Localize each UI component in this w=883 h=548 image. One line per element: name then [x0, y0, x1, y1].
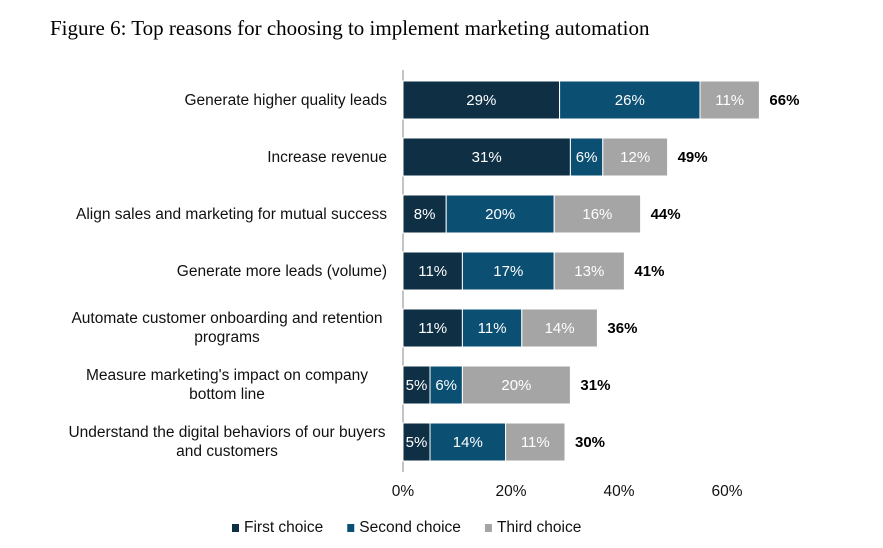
value-label: 16% [582, 206, 612, 223]
value-label: 17% [493, 263, 523, 280]
category-label-box: Align sales and marketing for mutual suc… [47, 189, 387, 239]
chart-title: Figure 6: Top reasons for choosing to im… [50, 16, 650, 40]
category-label-box: Increase revenue [47, 132, 387, 182]
value-label: 11% [418, 320, 447, 337]
bar-segment [569, 137, 604, 177]
bar-segment [602, 137, 669, 177]
value-label: 6% [435, 377, 457, 394]
legend-swatch [484, 524, 492, 532]
category-label: Align sales and marketing for mutual suc… [75, 205, 387, 223]
bar-segment [461, 251, 555, 291]
value-label: 14% [545, 320, 575, 337]
value-label: 20% [485, 206, 515, 223]
bar-segment [553, 251, 625, 291]
category-label-box: Generate higher quality leads [47, 75, 388, 125]
bar-segment [402, 80, 561, 120]
legend-swatch [347, 524, 355, 532]
total-label: 36% [607, 320, 637, 337]
category-label: Understand the digital behaviors of our … [68, 424, 386, 460]
bar-segment [445, 194, 555, 234]
bar-segment [461, 308, 523, 348]
value-label: 12% [620, 149, 650, 166]
value-label: 14% [453, 434, 483, 451]
value-label: 5% [406, 434, 428, 451]
total-label: 30% [575, 434, 605, 451]
value-label: 11% [521, 434, 550, 451]
value-label: 8% [414, 206, 436, 223]
value-label: 11% [418, 263, 447, 280]
x-tick-label: 0% [392, 483, 415, 500]
legend-label: First choice [244, 519, 323, 536]
value-label: 13% [574, 263, 604, 280]
value-label: 29% [466, 92, 496, 109]
x-tick-label: 20% [495, 483, 526, 500]
total-label: 66% [769, 92, 799, 109]
bar-segment [402, 422, 431, 462]
legend-swatch [232, 524, 239, 532]
bar-segment [505, 422, 566, 462]
value-label: 11% [478, 320, 507, 337]
category-label-box: Understand the digital behaviors of our … [47, 417, 387, 467]
legend-label: Second choice [359, 519, 461, 536]
category-label: Measure marketing's impact on company bo… [85, 367, 369, 403]
bar-segment [461, 365, 571, 405]
total-label: 41% [634, 263, 664, 280]
value-label: 26% [615, 92, 645, 109]
value-label: 31% [472, 149, 502, 166]
total-label: 49% [678, 149, 708, 166]
bar-segment [553, 194, 642, 234]
total-label: 31% [580, 377, 610, 394]
x-tick-label: 60% [711, 483, 742, 500]
category-label: Generate higher quality leads [184, 91, 388, 109]
bar-segment [429, 422, 507, 462]
category-label-box: Generate more leads (volume) [47, 246, 387, 296]
bar-segment [402, 137, 571, 177]
category-label-box: Measure marketing's impact on company bo… [47, 360, 387, 410]
bar-segment [402, 251, 463, 291]
bar-segment [521, 308, 598, 348]
category-label: Automate customer onboarding and retenti… [71, 310, 383, 346]
bar-segment [699, 80, 760, 120]
value-label: 5% [406, 377, 428, 394]
category-label-box: Automate customer onboarding and retenti… [47, 303, 387, 353]
value-label: 20% [501, 377, 531, 394]
category-label: Increase revenue [267, 148, 387, 166]
value-label: 11% [715, 92, 744, 109]
x-tick-label: 40% [603, 483, 634, 500]
bar-segment [402, 365, 431, 405]
bar-segment [402, 308, 463, 348]
value-label: 6% [576, 149, 598, 166]
bar-segment [429, 365, 463, 405]
category-label: Generate more leads (volume) [176, 262, 387, 280]
total-label: 44% [651, 206, 681, 223]
legend-label: Third choice [497, 519, 581, 536]
